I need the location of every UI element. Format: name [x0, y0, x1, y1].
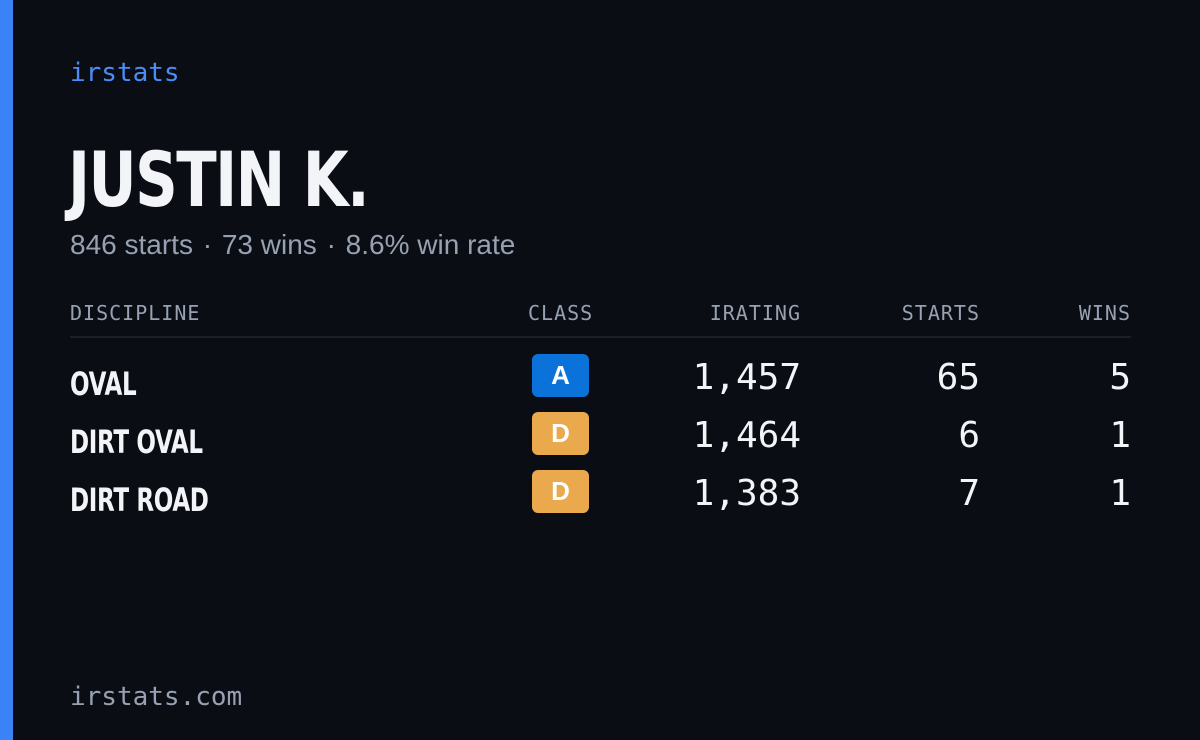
summary-separator: ·	[202, 229, 213, 260]
discipline-stats-table: DISCIPLINE CLASS IRATING STARTS WINS OVA…	[70, 296, 1131, 519]
wins-value: 5	[1109, 357, 1131, 398]
table-header: DISCIPLINE CLASS IRATING STARTS WINS	[70, 296, 1131, 338]
accent-bar	[0, 0, 13, 740]
brand-logo-text[interactable]: irstats	[70, 58, 180, 88]
driver-summary: 846 starts · 73 wins · 8.6% win rate	[70, 228, 515, 262]
header-starts: STARTS	[901, 301, 980, 325]
class-badge: D	[532, 470, 589, 513]
header-class: CLASS	[528, 301, 594, 325]
wins-value: 1	[1109, 473, 1131, 514]
header-irating: IRATING	[709, 301, 801, 325]
header-discipline: DISCIPLINE	[70, 301, 201, 325]
wins-value: 1	[1109, 415, 1131, 456]
header-wins: WINS	[1078, 301, 1131, 325]
starts-value: 6	[958, 415, 980, 456]
discipline-name: DIRT OVAL	[70, 423, 203, 461]
starts-value: 7	[958, 473, 980, 514]
table-row: DIRT ROAD D 1,383 7 1	[70, 454, 1131, 519]
footer-url[interactable]: irstats.com	[70, 682, 243, 712]
summary-separator: ·	[326, 229, 336, 260]
summary-starts: 846 starts	[70, 229, 193, 260]
table-row: DIRT OVAL D 1,464 6 1	[70, 396, 1131, 461]
driver-name: JUSTIN K.	[68, 135, 370, 224]
discipline-name: DIRT ROAD	[70, 481, 209, 519]
irating-value: 1,383	[692, 473, 801, 514]
discipline-name: OVAL	[70, 365, 137, 403]
irating-value: 1,464	[692, 415, 801, 456]
table-row: OVAL A 1,457 65 5	[70, 338, 1131, 403]
class-badge: A	[532, 354, 589, 397]
starts-value: 65	[936, 357, 980, 398]
summary-win-rate: 8.6% win rate	[345, 229, 516, 260]
summary-wins: 73 wins	[221, 229, 317, 260]
irating-value: 1,457	[692, 357, 801, 398]
class-badge: D	[532, 412, 589, 455]
